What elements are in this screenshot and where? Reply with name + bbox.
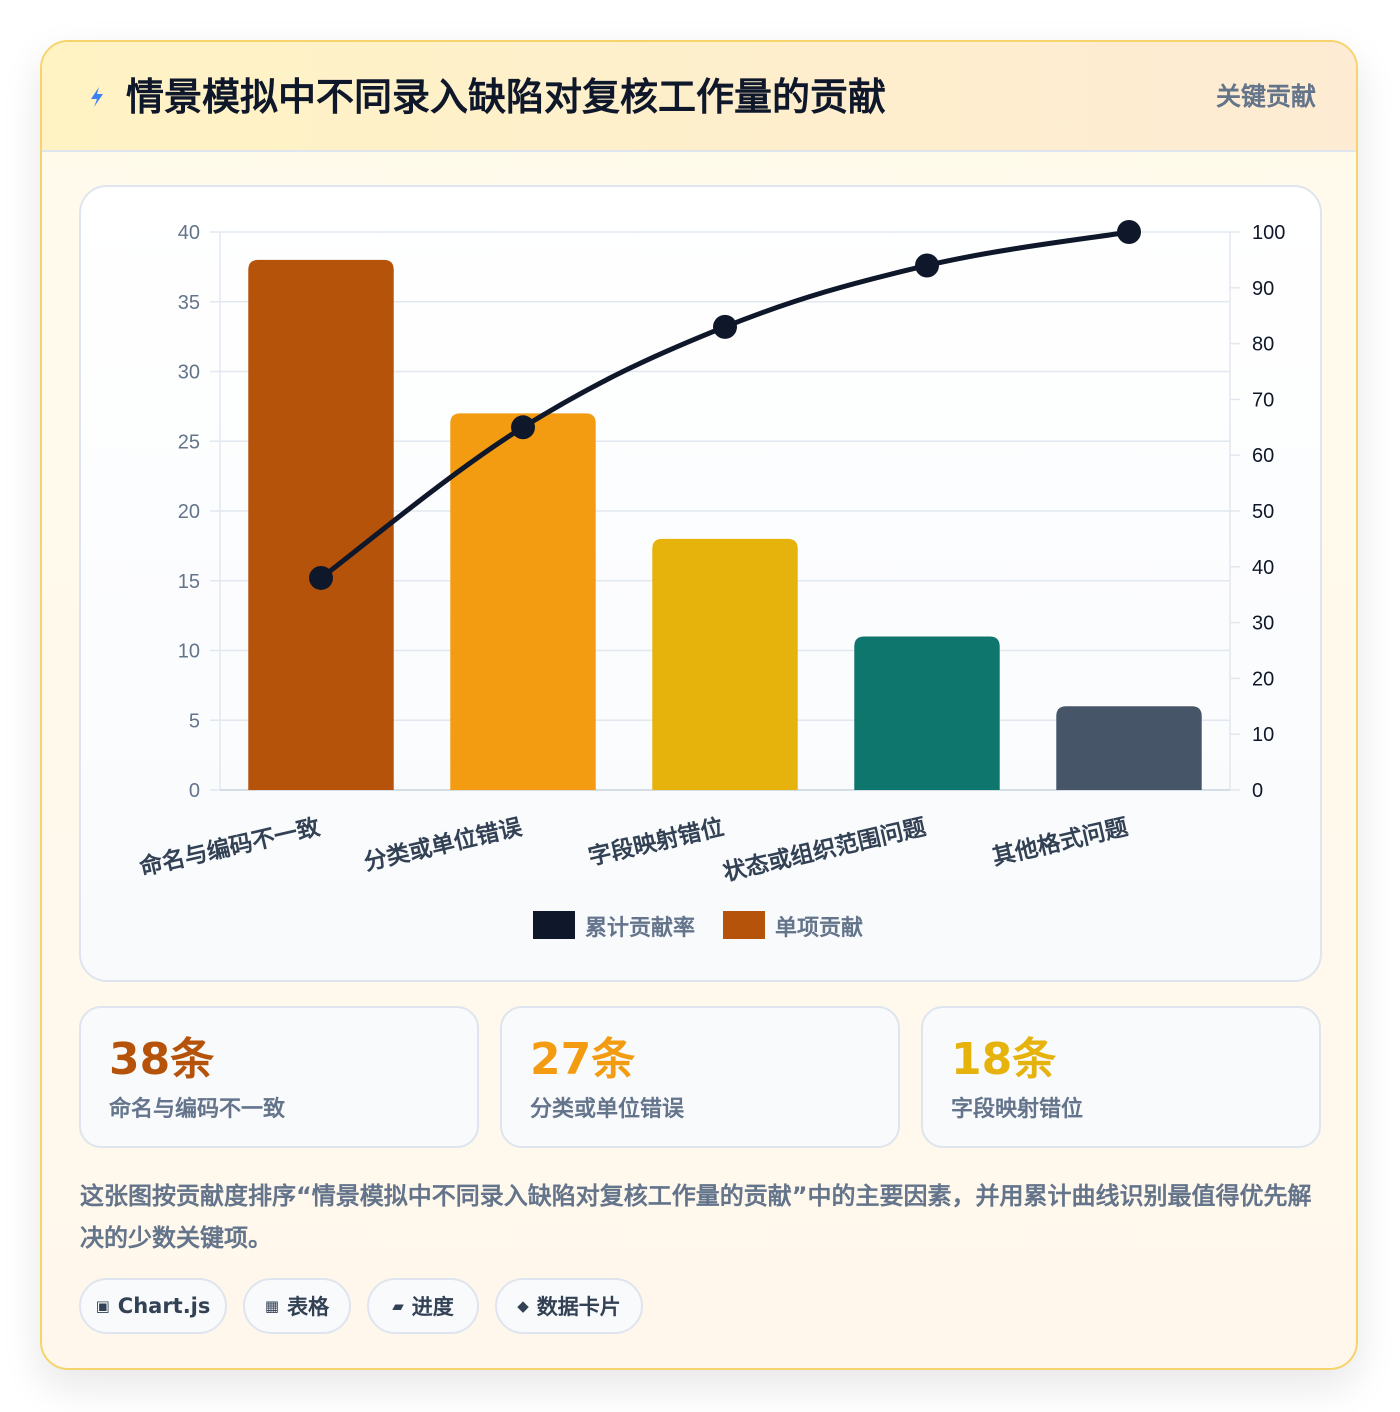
x-tick-label: 分类或单位错误 [361, 813, 525, 875]
y-left-tick-label: 20 [178, 501, 200, 523]
chart-description: 这张图按贡献度排序“情景模拟中不同录入缺陷对复核工作量的贡献”中的主要因素，并用… [80, 1182, 1312, 1252]
tag-table[interactable]: ▦ 表格 [243, 1278, 351, 1334]
pareto-chart-panel: 0 5 10 15 20 25 30 35 40 0 10 20 30 40 50 60 70 80 90 100 命名… [79, 185, 1322, 982]
progress-icon: ▰ [392, 1297, 404, 1315]
stat-label: 命名与编码不一致 [109, 1097, 286, 1122]
diamond-icon: ◆ [517, 1297, 529, 1315]
y-left-tick-label: 35 [178, 292, 200, 314]
pareto-chart: 0 5 10 15 20 25 30 35 40 0 10 20 30 40 50 60 70 80 90 100 命名… [137, 220, 1285, 940]
y-left-tick-label: 15 [178, 571, 200, 593]
cumulative-point [511, 415, 535, 440]
stat-label: 字段映射错位 [951, 1097, 1084, 1122]
cumulative-point [309, 565, 333, 590]
stat-card-1: 38条 命名与编码不一致 [79, 1006, 479, 1148]
x-tick-label: 命名与编码不一致 [137, 813, 323, 880]
legend-label: 单项贡献 [775, 915, 863, 940]
bar [1056, 706, 1202, 790]
table-icon: ▦ [264, 1297, 280, 1315]
y-right-tick-label: 90 [1252, 278, 1274, 300]
x-tick-label: 字段映射错位 [586, 814, 726, 870]
x-tick-label: 状态或组织范围问题 [721, 814, 929, 886]
chart-icon: ▣ [95, 1297, 110, 1315]
y-right-tick-label: 80 [1252, 334, 1274, 356]
bar [248, 259, 394, 790]
y-left-tick-label: 0 [189, 780, 200, 802]
legend-label: 累计贡献率 [585, 915, 695, 940]
cumulative-point [915, 253, 939, 278]
bar [450, 413, 596, 790]
page-title: 情景模拟中不同录入缺陷对复核工作量的贡献 [126, 75, 887, 119]
tag-progress[interactable]: ▰ 进度 [367, 1278, 479, 1334]
y-right-tick-label: 40 [1252, 557, 1274, 579]
cumulative-point [713, 314, 737, 339]
stat-card-3: 18条 字段映射错位 [921, 1006, 1321, 1148]
y-left-tick-label: 10 [178, 641, 200, 663]
y-right-tick-label: 70 [1252, 389, 1274, 411]
legend-swatch [533, 911, 575, 939]
cumulative-line [319, 229, 1130, 580]
y-right-tick-label: 60 [1252, 445, 1274, 467]
tag-label: 进度 [411, 1295, 454, 1319]
x-tick-label: 其他格式问题 [990, 814, 1130, 870]
y-right-tick-label: 50 [1252, 501, 1274, 523]
tag-data-card[interactable]: ◆ 数据卡片 [495, 1278, 643, 1334]
legend-swatch [723, 911, 765, 939]
bar [652, 538, 798, 790]
y-right-tick-label: 10 [1252, 724, 1274, 746]
bar [854, 636, 1000, 790]
cumulative-point [1117, 220, 1141, 244]
stat-label: 分类或单位错误 [530, 1097, 685, 1122]
stat-value: 27条 [530, 1034, 636, 1085]
tag-label: 表格 [287, 1295, 330, 1319]
stat-value: 18条 [951, 1034, 1057, 1085]
y-left-tick-label: 30 [178, 362, 200, 384]
tag-label: Chart.js [117, 1294, 211, 1318]
key-contribution-badge: 关键贡献 [1215, 82, 1316, 111]
y-right-tick-label: 100 [1252, 222, 1285, 244]
y-left-tick-label: 40 [178, 222, 200, 244]
tag-label: 数据卡片 [536, 1295, 621, 1319]
tag-chartjs[interactable]: ▣ Chart.js [79, 1278, 227, 1334]
card-header: 情景模拟中不同录入缺陷对复核工作量的贡献 关键贡献 [42, 42, 1356, 152]
report-card: 情景模拟中不同录入缺陷对复核工作量的贡献 关键贡献 0 5 10 15 20 25 30 35… [40, 40, 1358, 1370]
y-right-tick-label: 30 [1252, 613, 1274, 635]
stat-card-2: 27条 分类或单位错误 [500, 1006, 900, 1148]
y-right-tick-label: 20 [1252, 668, 1274, 690]
stat-value: 38条 [109, 1034, 215, 1085]
y-right-tick-label: 0 [1252, 780, 1263, 802]
y-left-tick-label: 5 [189, 710, 200, 732]
y-left-tick-label: 25 [178, 431, 200, 453]
lightning-icon [91, 87, 103, 107]
